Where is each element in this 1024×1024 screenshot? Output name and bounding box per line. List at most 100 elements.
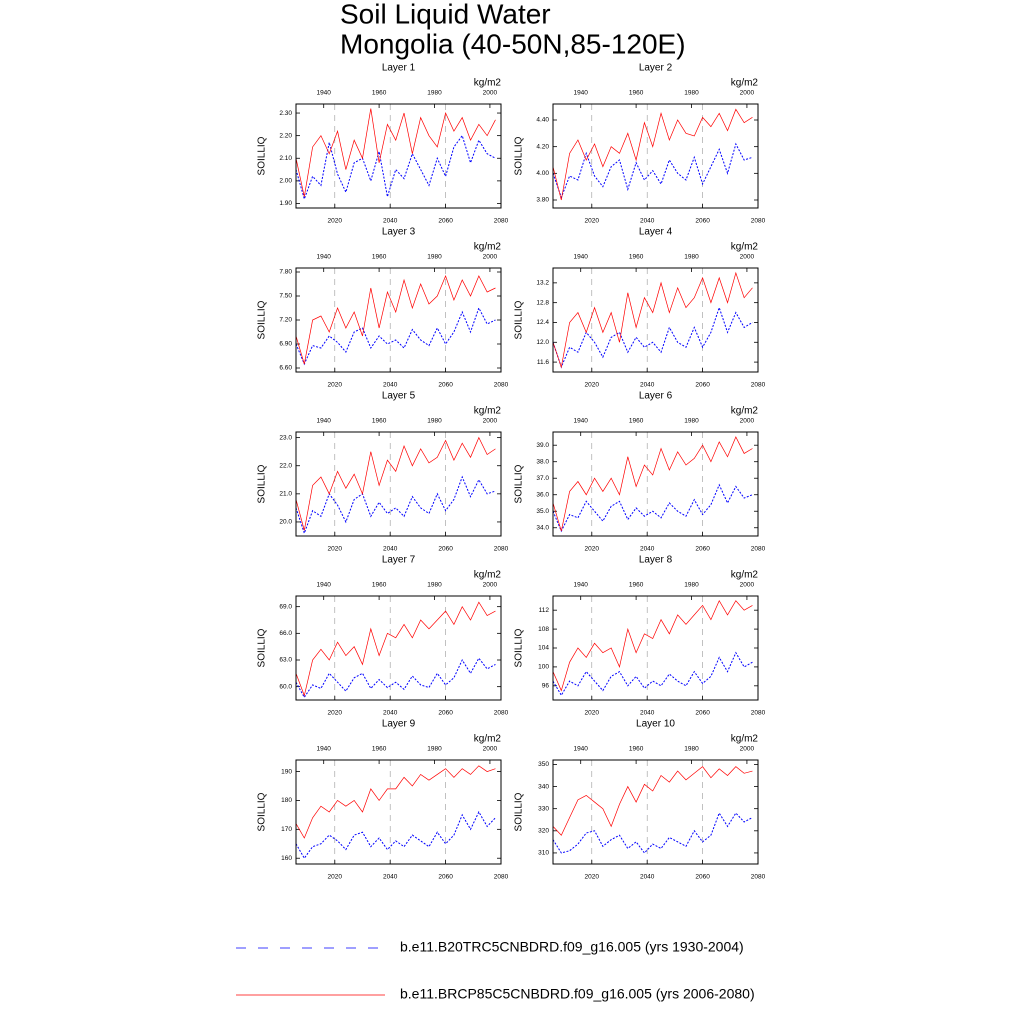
x2-tick-label: 2000: [740, 582, 755, 589]
series-line: [295, 810, 496, 860]
plot-frame: [552, 595, 759, 701]
y-tick-label: 4.40: [536, 117, 549, 124]
x2-tick-label: 1940: [573, 746, 588, 753]
x-tick-label: 2080: [751, 218, 766, 225]
panel: Layer 4 kg/m2 SOILLIQ 11.6 12.0 12.4 12.8 13.2 2…: [514, 227, 766, 389]
x2-tick-label: 2000: [483, 254, 498, 261]
x2-tick-label: 1960: [372, 746, 387, 753]
x-tick-label: 2080: [751, 874, 766, 881]
y-tick-label: 180: [281, 797, 292, 804]
x-tick-label: 2040: [640, 710, 655, 717]
units-label: kg/m2: [731, 242, 759, 253]
y-tick-label: 100: [538, 664, 549, 671]
y-tick-label: 6.90: [279, 341, 292, 348]
legend-label: b.e11.B20TRC5CNBDRD.f09_g16.005 (yrs 193…: [400, 939, 744, 955]
y-tick-label: 36.0: [536, 491, 549, 498]
series-line: [295, 475, 496, 535]
panel-title: Layer 9: [382, 719, 416, 730]
y-tick-label: 350: [538, 761, 549, 768]
y-tick-label: 320: [538, 828, 549, 835]
series-line: [552, 108, 753, 201]
plot-frame: [552, 431, 759, 537]
x2-tick-label: 1980: [427, 254, 442, 261]
plot-frame: [552, 267, 759, 373]
series-line: [295, 601, 496, 697]
units-label: kg/m2: [474, 734, 502, 745]
y-axis-label: SOILLIQ: [514, 136, 525, 175]
series-line: [295, 275, 496, 365]
x-tick-label: 2040: [383, 874, 398, 881]
x2-tick-label: 1980: [684, 418, 699, 425]
y-tick-label: 60.0: [279, 683, 292, 690]
panel-title: Layer 10: [636, 719, 675, 730]
x2-tick-label: 1980: [684, 254, 699, 261]
x2-tick-label: 1960: [629, 90, 644, 97]
y-tick-label: 21.0: [279, 491, 292, 498]
x-tick-label: 2040: [383, 546, 398, 553]
x2-tick-label: 1960: [372, 254, 387, 261]
plot-frame: [552, 103, 759, 209]
y-tick-label: 96: [542, 683, 550, 690]
units-label: kg/m2: [731, 570, 759, 581]
y-axis-label: SOILLIQ: [514, 464, 525, 503]
x-tick-label: 2080: [751, 382, 766, 389]
x2-tick-label: 1960: [372, 90, 387, 97]
y-tick-label: 160: [281, 855, 292, 862]
units-label: kg/m2: [731, 734, 759, 745]
series-line: [295, 436, 496, 531]
x-tick-label: 2020: [585, 710, 600, 717]
figure-subtitle: Mongolia (40-50N,85-120E): [340, 28, 686, 59]
panel: Layer 3 kg/m2 SOILLIQ 6.60 6.90 7.20 7.50 7.80 2…: [257, 227, 509, 389]
y-tick-label: 170: [281, 826, 292, 833]
x-tick-label: 2020: [585, 546, 600, 553]
panel-title: Layer 3: [382, 227, 416, 238]
series-line: [295, 134, 496, 201]
x-tick-label: 2060: [438, 710, 453, 717]
panel-title: Layer 7: [382, 555, 416, 566]
y-tick-label: 69.0: [279, 603, 292, 610]
x2-tick-label: 1980: [684, 746, 699, 753]
plot-frame: [295, 595, 502, 701]
x2-tick-label: 1940: [573, 582, 588, 589]
y-tick-label: 340: [538, 783, 549, 790]
y-tick-label: 104: [538, 645, 549, 652]
series-line: [552, 271, 753, 369]
y-tick-label: 34.0: [536, 524, 549, 531]
panel: Layer 1 kg/m2 SOILLIQ 1.90 2.00 2.10 2.20 2.30 2…: [257, 63, 509, 225]
y-tick-label: 11.6: [537, 359, 550, 366]
x-tick-label: 2060: [438, 382, 453, 389]
x-tick-label: 2060: [695, 710, 710, 717]
panel-title: Layer 6: [639, 391, 673, 402]
plot-frame: [295, 759, 502, 865]
x2-tick-label: 1940: [316, 254, 331, 261]
panel-title: Layer 8: [639, 555, 673, 566]
y-tick-label: 12.4: [536, 319, 549, 326]
y-tick-label: 2.10: [279, 155, 292, 162]
x-tick-label: 2080: [494, 218, 509, 225]
y-tick-label: 310: [538, 850, 549, 857]
series-line: [552, 483, 753, 533]
x-tick-label: 2060: [438, 546, 453, 553]
x-tick-label: 2060: [695, 382, 710, 389]
y-axis-label: SOILLIQ: [514, 300, 525, 339]
x2-tick-label: 1940: [316, 582, 331, 589]
y-axis-label: SOILLIQ: [514, 628, 525, 667]
x2-tick-label: 1960: [629, 254, 644, 261]
panel-title: Layer 1: [382, 63, 416, 74]
x-tick-label: 2020: [328, 874, 343, 881]
x-tick-label: 2040: [640, 874, 655, 881]
x2-tick-label: 2000: [483, 90, 498, 97]
units-label: kg/m2: [731, 406, 759, 417]
x2-tick-label: 1940: [316, 746, 331, 753]
y-tick-label: 12.0: [536, 339, 549, 346]
legend-label: b.e11.BRCP85C5CNBDRD.f09_g16.005 (yrs 20…: [400, 986, 755, 1002]
y-tick-label: 22.0: [279, 462, 292, 469]
x2-tick-label: 1980: [427, 582, 442, 589]
x-tick-label: 2060: [438, 218, 453, 225]
x-tick-label: 2020: [585, 218, 600, 225]
y-tick-label: 7.50: [279, 293, 292, 300]
y-axis-label: SOILLIQ: [257, 628, 268, 667]
units-label: kg/m2: [474, 406, 502, 417]
x-tick-label: 2040: [383, 218, 398, 225]
x-tick-label: 2060: [438, 874, 453, 881]
